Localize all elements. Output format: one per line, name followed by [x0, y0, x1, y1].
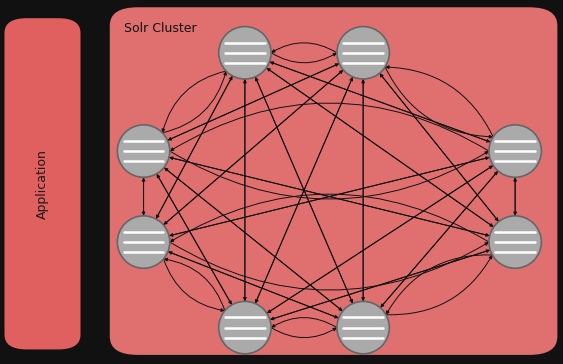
FancyBboxPatch shape: [110, 7, 557, 355]
Text: Application: Application: [36, 149, 49, 219]
Ellipse shape: [218, 301, 271, 354]
Ellipse shape: [337, 27, 390, 79]
FancyBboxPatch shape: [5, 18, 81, 349]
Ellipse shape: [218, 27, 271, 79]
Ellipse shape: [489, 125, 542, 177]
Text: Solr Cluster: Solr Cluster: [124, 22, 196, 35]
Ellipse shape: [117, 125, 170, 177]
Ellipse shape: [489, 216, 542, 268]
Ellipse shape: [117, 216, 170, 268]
Ellipse shape: [337, 301, 390, 354]
